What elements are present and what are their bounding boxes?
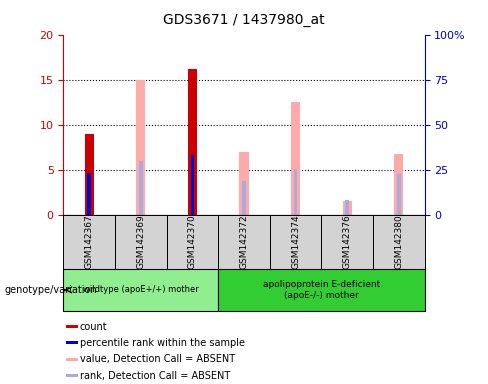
Text: GDS3671 / 1437980_at: GDS3671 / 1437980_at: [163, 13, 325, 27]
Text: genotype/variation: genotype/variation: [5, 285, 98, 295]
Bar: [84, 134, 94, 215]
Bar: [322, 215, 373, 269]
Text: GSM142370: GSM142370: [188, 215, 197, 269]
Bar: [346, 200, 349, 215]
Bar: [63, 269, 218, 311]
Bar: [136, 80, 145, 215]
Text: wildtype (apoE+/+) mother: wildtype (apoE+/+) mother: [83, 285, 199, 295]
Bar: [66, 374, 78, 377]
Text: GSM142380: GSM142380: [394, 215, 403, 269]
Text: rank, Detection Call = ABSENT: rank, Detection Call = ABSENT: [80, 371, 230, 381]
Text: GSM142376: GSM142376: [343, 215, 352, 269]
Text: apolipoprotein E-deficient
(apoE-/-) mother: apolipoprotein E-deficient (apoE-/-) mot…: [263, 280, 380, 300]
Bar: [166, 215, 218, 269]
Bar: [66, 341, 78, 344]
Bar: [270, 215, 322, 269]
Bar: [239, 152, 249, 215]
Bar: [115, 215, 166, 269]
Bar: [218, 215, 270, 269]
Bar: [188, 69, 197, 215]
Bar: [394, 154, 404, 215]
Text: GSM142367: GSM142367: [85, 215, 94, 269]
Text: value, Detection Call = ABSENT: value, Detection Call = ABSENT: [80, 354, 235, 364]
Bar: [87, 173, 91, 215]
Bar: [66, 358, 78, 361]
Bar: [291, 102, 300, 215]
Text: count: count: [80, 322, 107, 332]
Bar: [66, 325, 78, 328]
Bar: [242, 181, 246, 215]
Text: GSM142374: GSM142374: [291, 215, 300, 269]
Bar: [294, 169, 297, 215]
Bar: [397, 174, 401, 215]
Text: percentile rank within the sample: percentile rank within the sample: [80, 338, 244, 348]
Bar: [343, 200, 352, 215]
Bar: [218, 269, 425, 311]
Text: GSM142369: GSM142369: [136, 215, 145, 269]
Bar: [191, 156, 194, 215]
Bar: [63, 215, 115, 269]
Bar: [373, 215, 425, 269]
Bar: [139, 161, 142, 215]
Text: GSM142372: GSM142372: [240, 215, 248, 269]
